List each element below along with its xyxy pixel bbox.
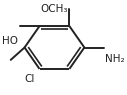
Text: NH₂: NH₂: [105, 54, 125, 64]
Text: HO: HO: [2, 36, 18, 46]
Text: Cl: Cl: [24, 74, 34, 84]
Text: OCH₃: OCH₃: [41, 4, 68, 15]
